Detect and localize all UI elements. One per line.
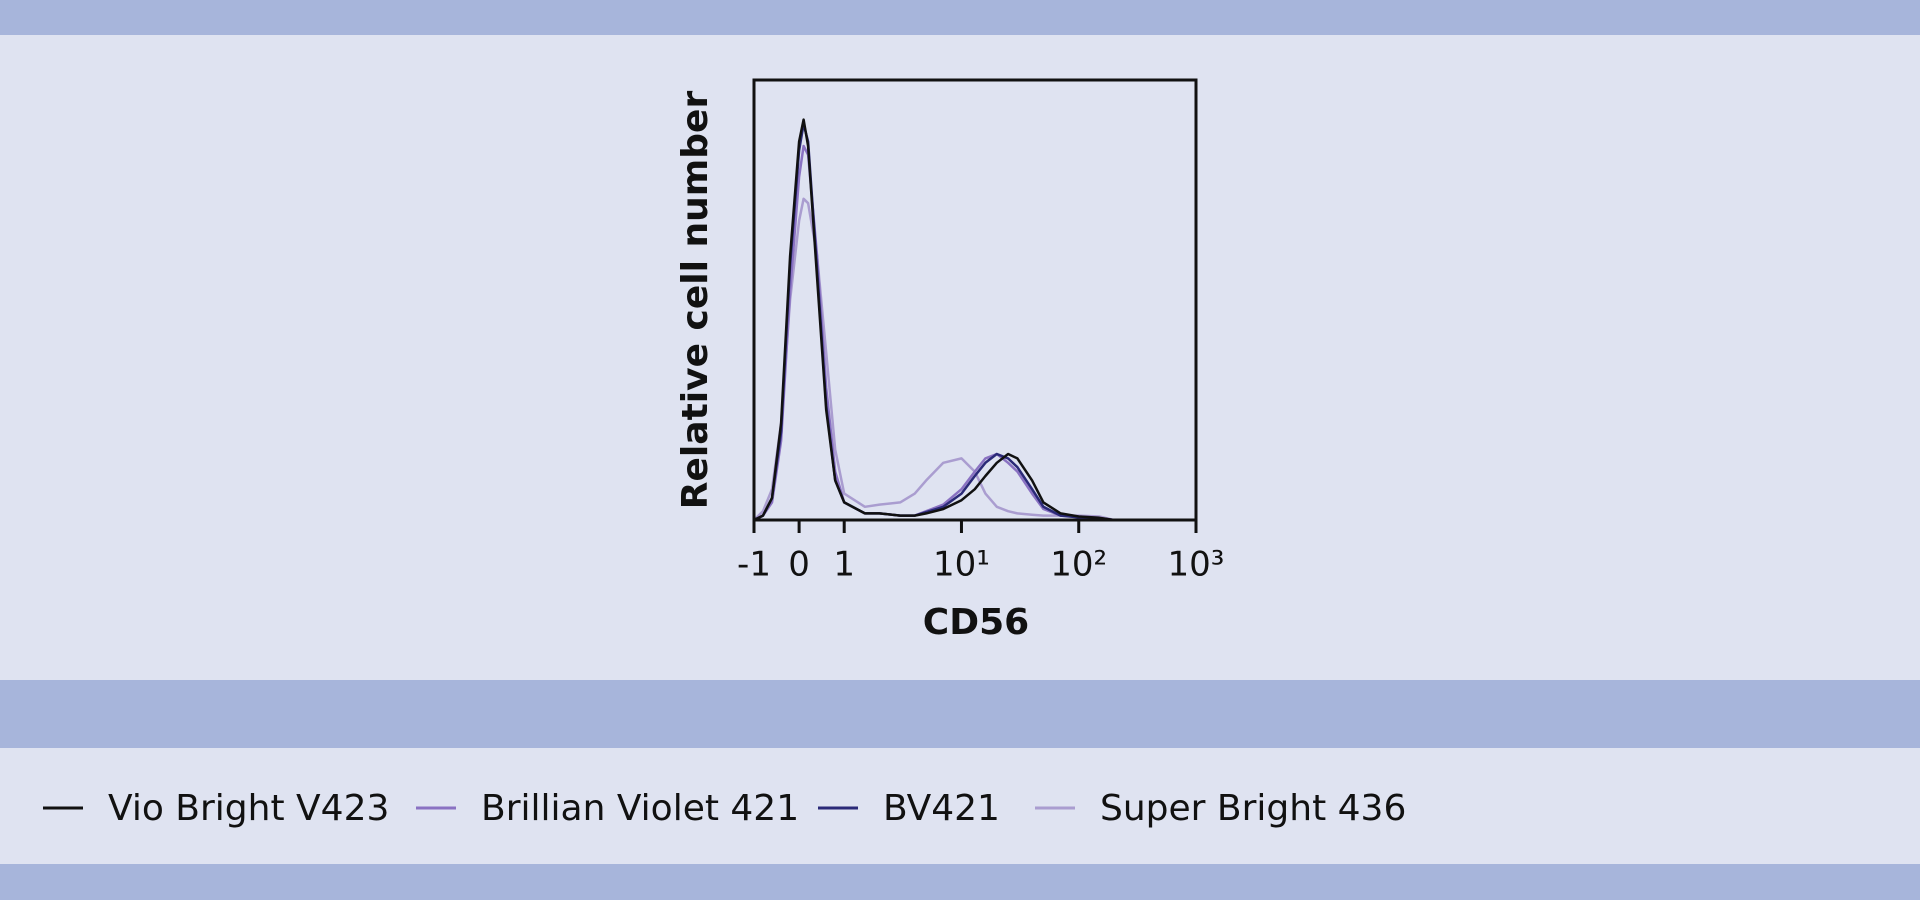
series-line [753,118,1115,522]
legend-label: Brillian Violet 421 [481,788,799,829]
x-tick-label: -1 [737,545,771,585]
band [0,864,1920,900]
y-axis-label: Relative cell number [675,91,716,510]
band [0,680,1920,748]
x-tick-label: 1 [833,545,855,585]
plot-frame [752,78,1198,522]
x-tick-label: 10³ [1168,545,1225,585]
legend-label: Super Bright 436 [1100,788,1406,829]
x-tick-label: 0 [788,545,810,585]
x-tick-label: 10² [1050,545,1107,585]
legend-label: Vio Bright V423 [108,788,389,829]
legend-label: BV421 [883,788,1000,829]
band [0,0,1920,35]
series-line [753,197,1115,522]
x-tick-label: 10¹ [933,545,990,585]
x-axis-label: CD56 [923,602,1029,643]
